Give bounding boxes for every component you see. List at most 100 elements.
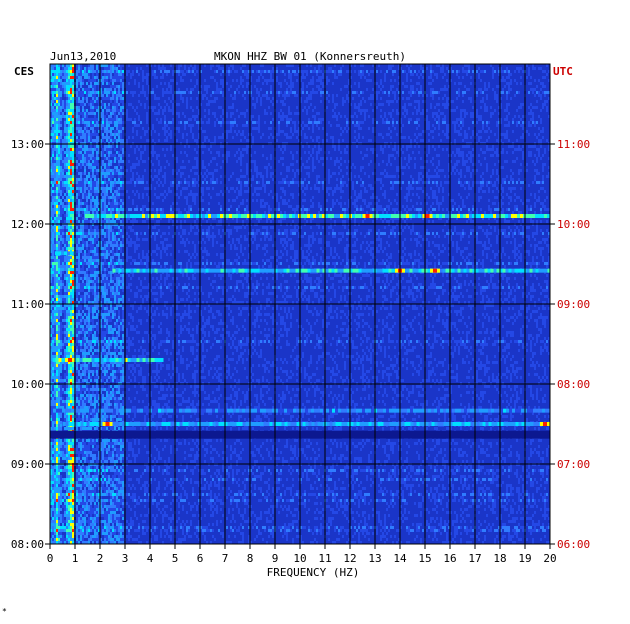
heatmap-cell bbox=[282, 157, 284, 160]
heatmap-cell bbox=[534, 121, 536, 124]
heatmap-cell bbox=[538, 67, 540, 70]
heatmap-cell bbox=[462, 70, 464, 73]
heatmap-cell bbox=[318, 148, 320, 151]
heatmap-cell bbox=[268, 193, 270, 196]
heatmap-cell bbox=[94, 178, 96, 181]
heatmap-cell bbox=[326, 139, 328, 142]
heatmap-cell bbox=[380, 145, 382, 148]
heatmap-cell bbox=[222, 94, 224, 97]
heatmap-cell bbox=[470, 136, 472, 139]
heatmap-cell bbox=[72, 79, 74, 82]
heatmap-cell bbox=[516, 148, 518, 151]
heatmap-cell bbox=[496, 151, 498, 154]
heatmap-cell bbox=[300, 133, 302, 136]
heatmap-cell bbox=[492, 67, 494, 70]
heatmap-cell bbox=[60, 115, 62, 118]
heatmap-cell bbox=[62, 175, 64, 178]
heatmap-cell bbox=[330, 67, 332, 70]
heatmap-cell bbox=[120, 205, 122, 208]
heatmap-cell bbox=[234, 154, 236, 157]
heatmap-cell bbox=[80, 85, 82, 88]
heatmap-cell bbox=[364, 187, 366, 190]
heatmap-cell bbox=[104, 169, 106, 172]
heatmap-cell bbox=[396, 151, 398, 154]
heatmap-cell bbox=[414, 163, 416, 166]
heatmap-cell bbox=[68, 133, 70, 136]
heatmap-cell bbox=[108, 118, 110, 121]
heatmap-cell bbox=[282, 145, 284, 148]
heatmap-cell bbox=[288, 118, 290, 121]
heatmap-cell bbox=[302, 208, 304, 211]
heatmap-cell bbox=[72, 130, 74, 133]
heatmap-cell bbox=[268, 106, 270, 109]
heatmap-cell bbox=[196, 139, 198, 142]
heatmap-cell bbox=[86, 127, 88, 130]
heatmap-cell bbox=[234, 91, 236, 94]
heatmap-cell bbox=[368, 97, 370, 100]
heatmap-cell bbox=[114, 172, 116, 175]
heatmap-cell bbox=[66, 214, 68, 217]
heatmap-cell bbox=[60, 154, 62, 157]
heatmap-cell bbox=[52, 106, 54, 109]
heatmap-cell bbox=[290, 118, 292, 121]
heatmap-cell bbox=[240, 202, 242, 205]
heatmap-cell bbox=[294, 172, 296, 175]
heatmap-cell bbox=[152, 139, 154, 142]
heatmap-cell bbox=[246, 82, 248, 85]
heatmap-cell bbox=[58, 160, 60, 163]
heatmap-cell bbox=[442, 130, 444, 133]
heatmap-cell bbox=[460, 121, 462, 124]
heatmap-cell bbox=[314, 118, 316, 121]
heatmap-cell bbox=[184, 151, 186, 154]
heatmap-cell bbox=[548, 172, 550, 175]
heatmap-cell bbox=[322, 181, 324, 184]
heatmap-cell bbox=[116, 103, 118, 106]
heatmap-cell bbox=[436, 64, 438, 67]
heatmap-cell bbox=[496, 85, 498, 88]
heatmap-cell bbox=[114, 79, 116, 82]
heatmap-cell bbox=[188, 193, 190, 196]
heatmap-cell bbox=[52, 193, 54, 196]
heatmap-cell bbox=[200, 103, 202, 106]
heatmap-cell bbox=[118, 76, 120, 79]
heatmap-cell bbox=[438, 217, 440, 220]
heatmap-cell bbox=[516, 67, 518, 70]
heatmap-cell bbox=[96, 202, 98, 205]
heatmap-cell bbox=[530, 118, 532, 121]
heatmap-cell bbox=[538, 115, 540, 118]
heatmap-cell bbox=[512, 151, 514, 154]
heatmap-cell bbox=[186, 211, 188, 214]
heatmap-cell bbox=[132, 220, 134, 223]
heatmap-cell bbox=[56, 184, 58, 187]
heatmap-cell bbox=[112, 202, 114, 205]
heatmap-cell bbox=[370, 208, 372, 211]
heatmap-cell bbox=[98, 139, 100, 142]
heatmap-cell bbox=[192, 199, 194, 202]
heatmap-cell bbox=[466, 73, 468, 76]
heatmap-cell bbox=[202, 151, 204, 154]
heatmap-cell bbox=[506, 106, 508, 109]
heatmap-cell bbox=[54, 67, 56, 70]
heatmap-cell bbox=[502, 202, 504, 205]
heatmap-cell bbox=[228, 106, 230, 109]
heatmap-cell bbox=[540, 211, 542, 214]
heatmap-cell bbox=[364, 154, 366, 157]
heatmap-cell bbox=[116, 217, 118, 220]
heatmap-cell bbox=[394, 145, 396, 148]
heatmap-cell bbox=[86, 112, 88, 115]
heatmap-cell bbox=[78, 115, 80, 118]
heatmap-cell bbox=[102, 79, 104, 82]
heatmap-cell bbox=[96, 139, 98, 142]
heatmap-cell bbox=[130, 76, 132, 79]
heatmap-cell bbox=[78, 91, 80, 94]
heatmap-cell bbox=[522, 121, 524, 124]
heatmap-cell bbox=[158, 109, 160, 112]
heatmap-cell bbox=[410, 85, 412, 88]
heatmap-cell bbox=[302, 181, 304, 184]
heatmap-cell bbox=[120, 175, 122, 178]
heatmap-cell bbox=[80, 205, 82, 208]
heatmap-cell bbox=[310, 199, 312, 202]
heatmap-cell bbox=[466, 145, 468, 148]
heatmap-cell bbox=[526, 163, 528, 166]
heatmap-cell bbox=[422, 217, 424, 220]
